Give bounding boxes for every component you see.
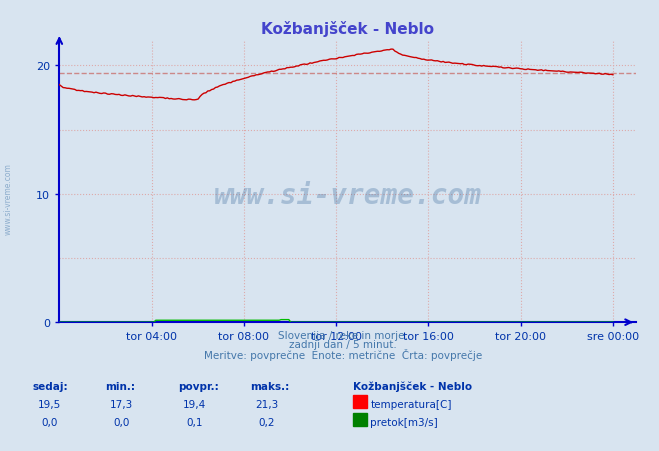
Text: 0,2: 0,2 [258,417,275,427]
Text: 0,0: 0,0 [114,417,130,427]
Text: Slovenija / reke in morje.: Slovenija / reke in morje. [277,330,408,340]
Text: 17,3: 17,3 [110,399,134,409]
Text: 19,5: 19,5 [38,399,61,409]
Text: min.:: min.: [105,381,136,391]
Text: temperatura[C]: temperatura[C] [370,399,452,409]
Text: 19,4: 19,4 [183,399,206,409]
Text: sedaj:: sedaj: [33,381,69,391]
Text: 21,3: 21,3 [255,399,279,409]
Text: zadnji dan / 5 minut.: zadnji dan / 5 minut. [289,339,397,349]
Text: www.si-vreme.com: www.si-vreme.com [214,182,482,210]
Title: Kožbanjšček - Neblo: Kožbanjšček - Neblo [261,21,434,37]
Text: 0,0: 0,0 [42,417,57,427]
Text: pretok[m3/s]: pretok[m3/s] [370,417,438,427]
Text: maks.:: maks.: [250,381,290,391]
Text: Kožbanjšček - Neblo: Kožbanjšček - Neblo [353,381,472,391]
Text: povpr.:: povpr.: [178,381,219,391]
Text: 0,1: 0,1 [186,417,203,427]
Text: www.si-vreme.com: www.si-vreme.com [4,162,13,235]
Text: Meritve: povprečne  Enote: metrične  Črta: povprečje: Meritve: povprečne Enote: metrične Črta:… [204,348,482,360]
